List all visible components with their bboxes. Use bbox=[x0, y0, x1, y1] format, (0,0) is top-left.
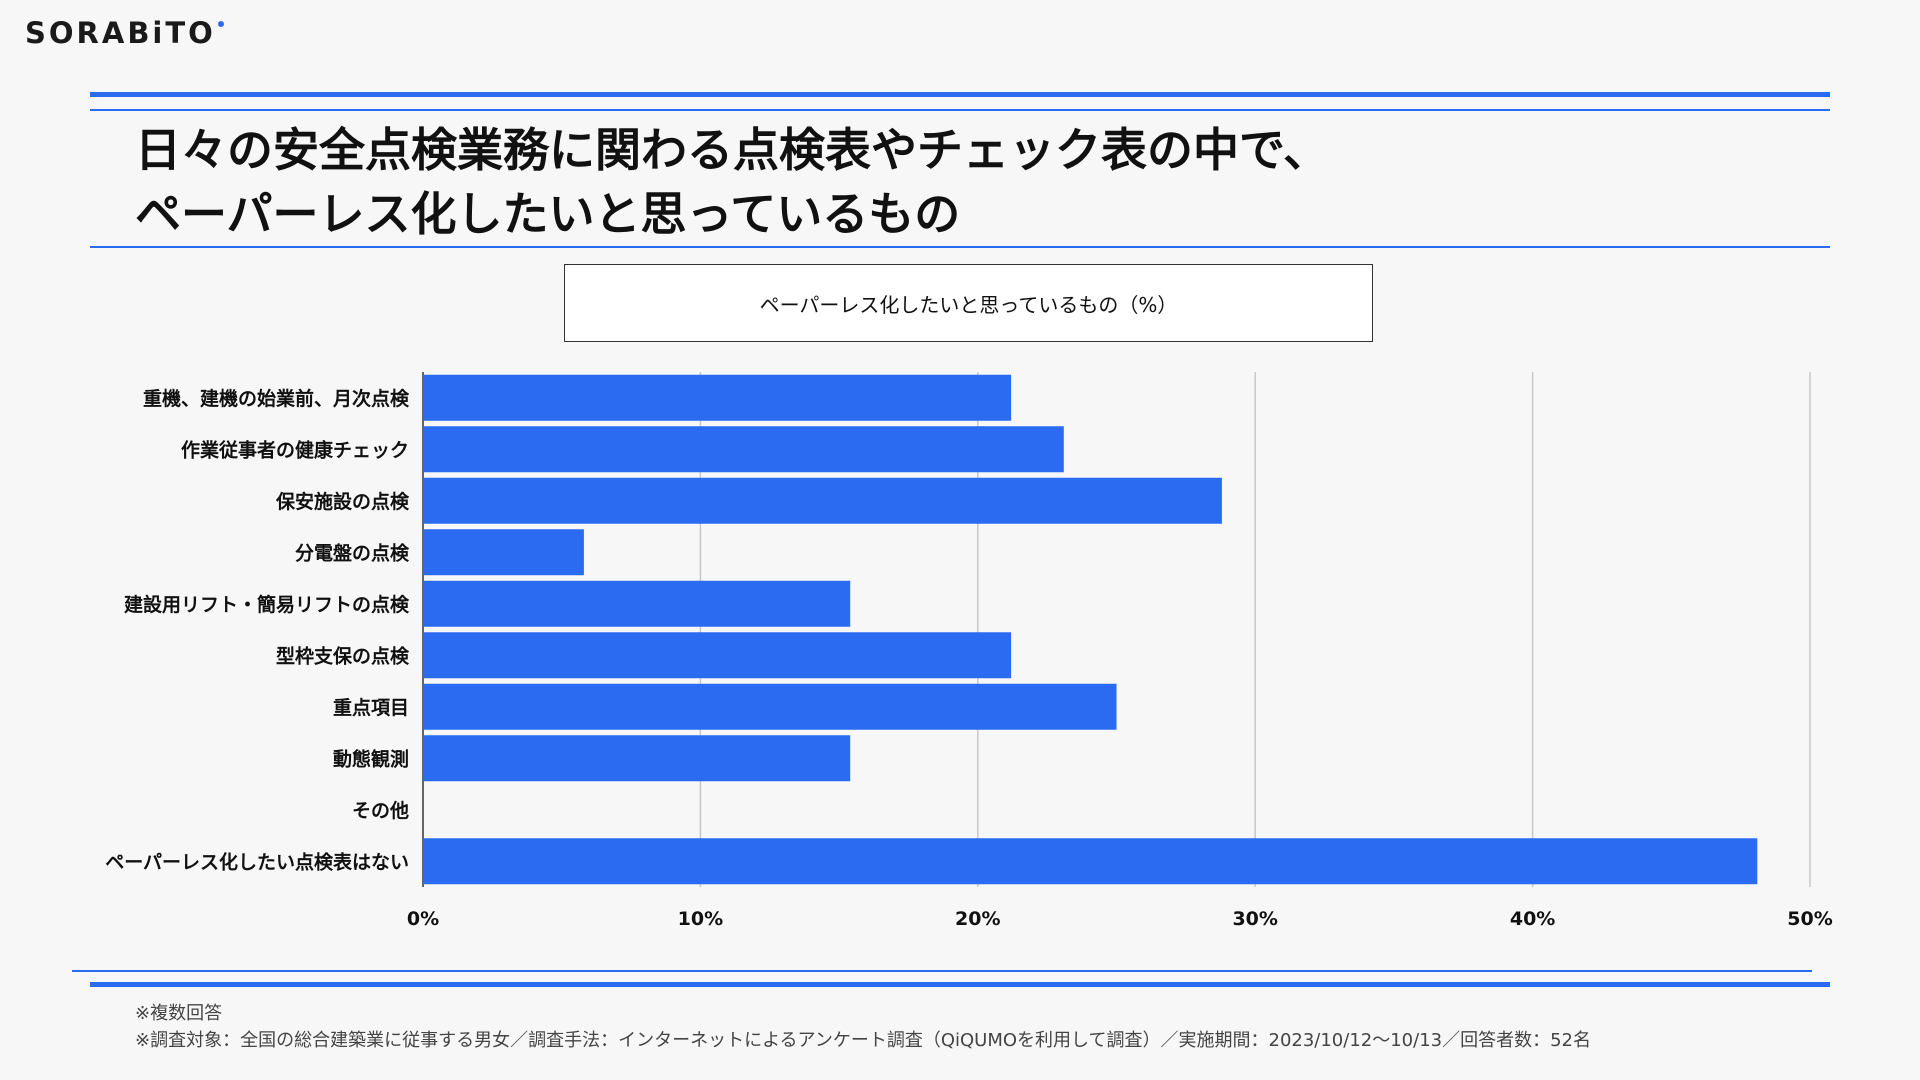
category-label: 重機、建機の始業前、月次点検 bbox=[143, 387, 410, 410]
chart-title: ペーパーレス化したいと思っているもの（%） bbox=[759, 292, 1178, 317]
bar bbox=[423, 838, 1758, 885]
x-tick-label: 10% bbox=[678, 908, 723, 930]
chart-title-box: ペーパーレス化したいと思っているもの（%） bbox=[564, 264, 1373, 342]
x-tick-label: 0% bbox=[407, 908, 439, 930]
category-label: その他 bbox=[352, 799, 409, 822]
bar bbox=[423, 426, 1064, 473]
page-title: 日々の安全点検業務に関わる点検表やチェック表の中で、 ペーパーレス化したいと思っ… bbox=[135, 118, 1835, 246]
category-label: 作業従事者の健康チェック bbox=[181, 438, 409, 461]
footer-rule-thick bbox=[90, 982, 1830, 987]
sorabito-logo: SORABiTO bbox=[25, 16, 224, 50]
category-label: ペーパーレス化したい点検表はない bbox=[105, 850, 409, 873]
footnote-survey-details: ※調査対象：全国の総合建築業に従事する男女／調査手法：インターネットによるアンケ… bbox=[135, 1030, 1592, 1051]
x-tick-label: 30% bbox=[1232, 908, 1277, 930]
category-label: 建設用リフト・簡易リフトの点検 bbox=[124, 593, 410, 616]
page-title-line-1: 日々の安全点検業務に関わる点検表やチェック表の中で、 bbox=[135, 123, 1330, 177]
bar bbox=[423, 580, 851, 627]
category-label: 型枠支保の点検 bbox=[276, 644, 410, 667]
bar bbox=[423, 683, 1117, 730]
bar-chart: 0% 10% 20% 30% 40% 50% 重機、建機の始業前、月次点検作業従事者の健康チ… bbox=[105, 372, 1833, 930]
category-label: 動態観測 bbox=[333, 747, 409, 770]
bar bbox=[423, 529, 584, 576]
footnote-multiple-answers: ※複数回答 bbox=[135, 1003, 223, 1024]
top-rule-thick bbox=[90, 92, 1830, 97]
category-label: 重点項目 bbox=[333, 697, 409, 719]
x-tick-label: 40% bbox=[1510, 908, 1555, 930]
bar bbox=[423, 632, 1012, 679]
title-bottom-rule bbox=[90, 246, 1830, 248]
category-label: 分電盤の点検 bbox=[295, 541, 410, 564]
bar bbox=[423, 477, 1222, 524]
logo-text: SORABiTO bbox=[25, 16, 216, 50]
bar bbox=[423, 735, 851, 782]
page-title-line-2: ペーパーレス化したいと思っているもの bbox=[135, 187, 961, 241]
top-rule-thin bbox=[90, 109, 1830, 111]
category-label: 保安施設の点検 bbox=[275, 490, 410, 513]
logo-dot-icon bbox=[217, 21, 224, 27]
footer-rule-thin bbox=[72, 970, 1812, 972]
x-tick-label: 50% bbox=[1787, 908, 1832, 930]
x-tick-label: 20% bbox=[955, 908, 1000, 930]
bar bbox=[423, 374, 1012, 421]
